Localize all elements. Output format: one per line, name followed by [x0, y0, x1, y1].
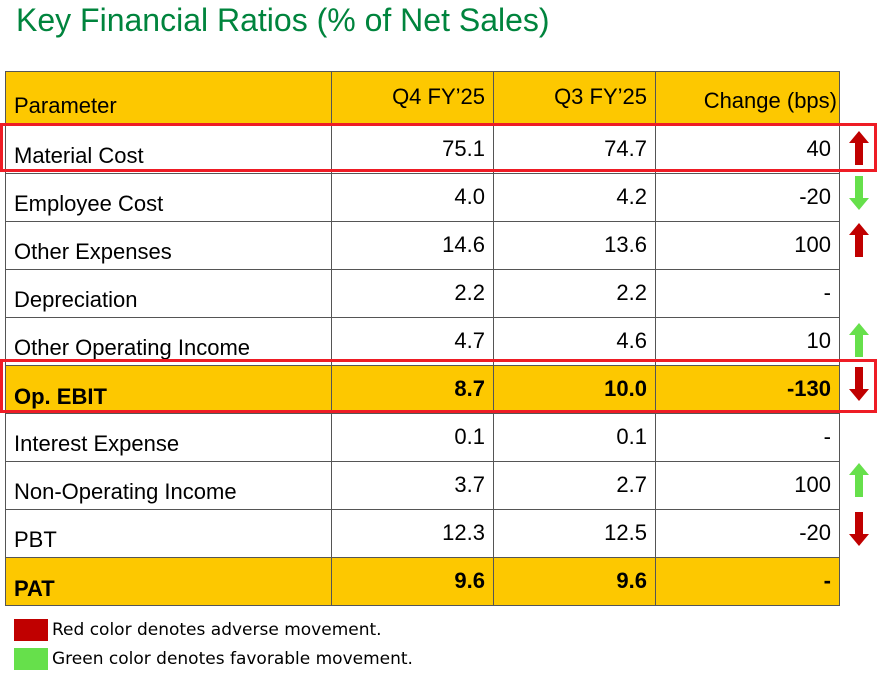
change-cell: 10 [655, 317, 840, 366]
change-cell: -130 [655, 365, 840, 414]
change-cell: -20 [655, 173, 840, 222]
table-row: Material Cost 75.1 74.7 40 [5, 125, 840, 174]
red-swatch [14, 619, 48, 641]
table-row: Other Expenses 14.6 13.6 100 [5, 221, 840, 270]
green-up-arrow-icon [849, 463, 869, 497]
q3-cell: 2.2 [493, 269, 656, 318]
parameter-cell: Material Cost [5, 125, 332, 174]
table-row: Other Operating Income 4.7 4.6 10 [5, 317, 840, 366]
legend-adverse-text: Red color denotes adverse movement. [52, 620, 382, 640]
q4-cell: 9.6 [331, 557, 494, 606]
change-cell: 40 [655, 125, 840, 174]
legend-favorable: Green color denotes favorable movement. [14, 648, 413, 670]
header-change: Change (bps) [655, 71, 840, 126]
q4-cell: 3.7 [331, 461, 494, 510]
q3-cell: 4.6 [493, 317, 656, 366]
green-up-arrow-icon [849, 323, 869, 357]
q3-cell: 9.6 [493, 557, 656, 606]
change-cell: -20 [655, 509, 840, 558]
q3-cell: 4.2 [493, 173, 656, 222]
q3-cell: 74.7 [493, 125, 656, 174]
legend-adverse: Red color denotes adverse movement. [14, 619, 382, 641]
header-q3: Q3 FY’25 [493, 71, 656, 126]
parameter-cell: Depreciation [5, 269, 332, 318]
parameter-cell: Interest Expense [5, 413, 332, 462]
table-header-row: Parameter Q4 FY’25 Q3 FY’25 Change (bps) [5, 71, 840, 126]
table-row: PBT 12.3 12.5 -20 [5, 509, 840, 558]
q4-cell: 4.7 [331, 317, 494, 366]
table-row: Depreciation 2.2 2.2 - [5, 269, 840, 318]
q3-cell: 13.6 [493, 221, 656, 270]
table-row: Interest Expense 0.1 0.1 - [5, 413, 840, 462]
q4-cell: 12.3 [331, 509, 494, 558]
parameter-cell: PBT [5, 509, 332, 558]
red-down-arrow-icon [849, 367, 869, 401]
q4-cell: 0.1 [331, 413, 494, 462]
table-row: Non-Operating Income 3.7 2.7 100 [5, 461, 840, 510]
header-parameter: Parameter [5, 71, 332, 126]
table-row-highlighted: PAT 9.6 9.6 - [5, 557, 840, 606]
q3-cell: 0.1 [493, 413, 656, 462]
parameter-cell: Other Operating Income [5, 317, 332, 366]
q4-cell: 4.0 [331, 173, 494, 222]
page-title: Key Financial Ratios (% of Net Sales) [16, 2, 550, 38]
header-q4: Q4 FY’25 [331, 71, 494, 126]
change-cell: - [655, 413, 840, 462]
red-up-arrow-icon [849, 223, 869, 257]
q4-cell: 75.1 [331, 125, 494, 174]
change-cell: - [655, 269, 840, 318]
green-down-arrow-icon [849, 176, 869, 210]
q4-cell: 8.7 [331, 365, 494, 414]
change-cell: 100 [655, 221, 840, 270]
parameter-cell: PAT [5, 557, 332, 606]
financial-ratios-table: Parameter Q4 FY’25 Q3 FY’25 Change (bps)… [5, 71, 840, 606]
parameter-cell: Employee Cost [5, 173, 332, 222]
legend-favorable-text: Green color denotes favorable movement. [52, 649, 413, 669]
red-down-arrow-icon [849, 512, 869, 546]
q4-cell: 14.6 [331, 221, 494, 270]
q4-cell: 2.2 [331, 269, 494, 318]
parameter-cell: Non-Operating Income [5, 461, 332, 510]
q3-cell: 2.7 [493, 461, 656, 510]
table-row: Employee Cost 4.0 4.2 -20 [5, 173, 840, 222]
parameter-cell: Op. EBIT [5, 365, 332, 414]
table-row-highlighted: Op. EBIT 8.7 10.0 -130 [5, 365, 840, 414]
q3-cell: 12.5 [493, 509, 656, 558]
change-cell: 100 [655, 461, 840, 510]
green-swatch [14, 648, 48, 670]
q3-cell: 10.0 [493, 365, 656, 414]
red-up-arrow-icon [849, 131, 869, 165]
parameter-cell: Other Expenses [5, 221, 332, 270]
change-cell: - [655, 557, 840, 606]
